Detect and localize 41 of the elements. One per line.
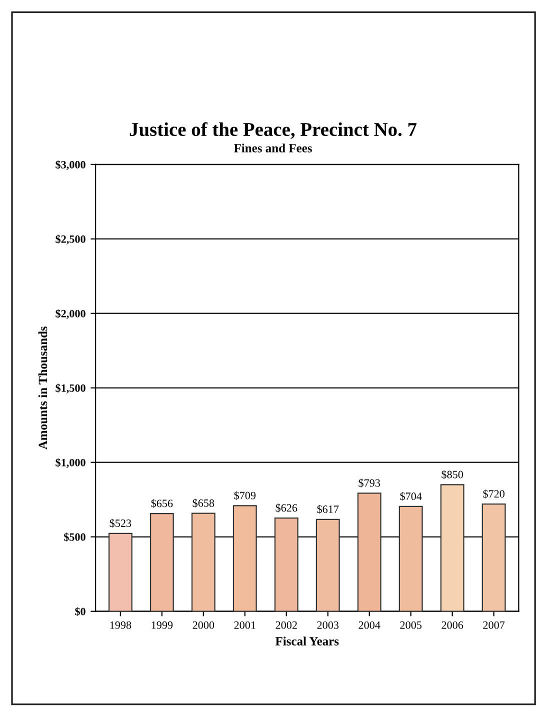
bar (274, 518, 298, 612)
chart-title: Justice of the Peace, Precinct No. 7 (130, 122, 417, 139)
x-tick-label: 2007 (483, 621, 505, 629)
x-tick-label: 2003 (317, 621, 339, 629)
x-tick-label: 1999 (152, 621, 173, 629)
bar (150, 513, 174, 612)
chart-subtitle: Fines and Fees (234, 144, 312, 152)
data-label: $850 (442, 470, 464, 480)
bar (398, 506, 423, 612)
data-label: $793 (358, 478, 380, 488)
x-tick-label: 2004 (358, 621, 380, 629)
y-tick-label: $500 (64, 532, 86, 542)
data-label: $709 (234, 491, 256, 500)
data-label: $656 (151, 499, 173, 508)
data-label: $720 (483, 489, 504, 498)
bar (191, 512, 216, 612)
x-tick-label: 1998 (110, 621, 132, 629)
y-tick-label: $2,500 (56, 234, 86, 245)
data-label: $658 (192, 498, 214, 508)
y-tick-label: $2,000 (56, 309, 86, 319)
x-tick-label: 2000 (192, 621, 214, 629)
bar (316, 518, 340, 612)
data-label: $626 (276, 504, 298, 512)
y-tick-label: $1,500 (56, 384, 86, 394)
bar (232, 505, 257, 612)
data-label: $523 (110, 518, 132, 528)
bar (482, 504, 506, 612)
x-tick-label: 2002 (276, 621, 297, 629)
data-label: $617 (317, 504, 339, 514)
bar (357, 492, 382, 612)
y-tick-label: $0 (75, 607, 86, 616)
bar (108, 532, 132, 612)
y-tick-label: $1,000 (56, 458, 86, 468)
x-axis-title: Fiscal Years (275, 636, 339, 646)
y-axis-title: Amounts in Thousands (38, 326, 48, 450)
bar (440, 484, 464, 612)
x-tick-label: 2001 (234, 621, 256, 629)
data-label: $704 (400, 492, 422, 501)
x-tick-label: 2005 (400, 621, 422, 629)
x-tick-label: 2006 (442, 621, 464, 629)
y-tick-label: $3,000 (56, 160, 86, 170)
